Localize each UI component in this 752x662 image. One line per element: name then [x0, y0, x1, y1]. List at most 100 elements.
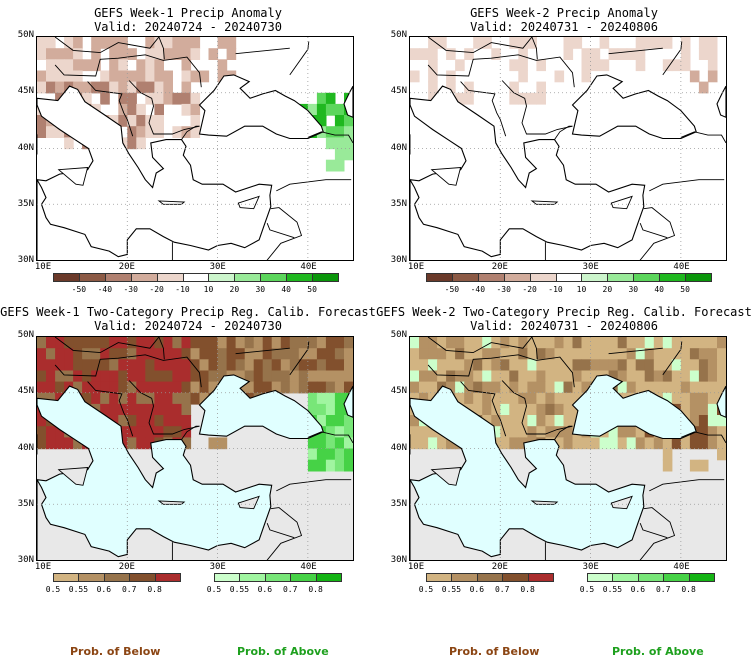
grid-cell	[46, 437, 56, 450]
grid-cell	[626, 437, 637, 450]
country-border	[266, 207, 303, 260]
grid-cell	[163, 403, 173, 416]
grid-cell	[554, 381, 565, 394]
colorbar-tick-label: 0.5	[45, 585, 61, 594]
grid-cell	[590, 359, 601, 372]
coastline	[716, 385, 726, 418]
grid-cell	[671, 359, 682, 372]
grid-cell	[334, 159, 345, 172]
grid-cell	[37, 437, 47, 450]
grid-cell	[437, 37, 447, 49]
grid-cell	[662, 381, 673, 394]
grid-cell	[464, 48, 474, 60]
grid-cell	[37, 48, 47, 60]
panel-title: GEFS Week-1 Precip Anomaly	[94, 6, 282, 20]
grid-cell	[482, 381, 492, 394]
grid-cell	[536, 403, 546, 416]
island	[237, 495, 260, 510]
grid-cell	[707, 70, 718, 83]
grid-cell	[509, 81, 519, 94]
colorbar-swatch	[214, 573, 241, 582]
grid-cell	[199, 370, 210, 383]
grid-cell	[572, 370, 583, 383]
grid-cell	[136, 81, 146, 94]
grid-cell	[437, 337, 447, 349]
grid-cell	[635, 426, 646, 438]
grid-cell	[46, 370, 56, 383]
longitude-label: 40E	[300, 262, 317, 272]
grid-cell	[154, 48, 164, 60]
grid-cell	[491, 403, 501, 416]
grid-cell	[608, 337, 619, 349]
grid-cell	[428, 59, 438, 72]
grid-cell	[145, 403, 155, 416]
longitude-label: 30E	[209, 562, 226, 572]
grid-cell	[199, 348, 210, 360]
grid-cell	[163, 415, 173, 427]
grid-cell	[262, 337, 273, 349]
coastline	[410, 385, 646, 560]
grid-cell	[163, 337, 173, 349]
grid-cell	[163, 70, 173, 83]
country-border	[554, 425, 573, 440]
grid-cell	[217, 370, 228, 383]
grid-cell	[55, 359, 65, 372]
grid-cell	[482, 370, 492, 383]
colorbar-tick-label: -20	[149, 285, 164, 294]
grid-cell	[136, 359, 146, 372]
colorbar-tick-label: -40	[97, 285, 113, 294]
grid-cell	[626, 348, 637, 360]
longitude-label: 30E	[582, 562, 599, 572]
grid-cell	[118, 92, 128, 105]
grid-cell	[554, 370, 565, 383]
grid-cell	[671, 370, 682, 383]
grid-cell	[37, 381, 47, 394]
colorbar-tick-label: 50	[680, 285, 690, 294]
grid-cell	[73, 359, 83, 372]
map-frame	[409, 336, 727, 561]
latitude-label: 50N	[17, 330, 34, 340]
grid-cell	[608, 370, 619, 383]
grid-cell	[289, 381, 300, 394]
grid-cell	[581, 48, 592, 60]
grid-cell	[500, 370, 510, 383]
grid-cell	[644, 37, 655, 49]
grid-cell	[473, 370, 483, 383]
grid-cell	[154, 115, 164, 127]
country-border	[608, 47, 663, 55]
grid-cell	[617, 359, 628, 372]
grid-cell	[608, 437, 619, 450]
grid-cell	[325, 381, 336, 394]
grid-cell	[536, 392, 546, 405]
colorbar-tick-label: -50	[444, 285, 460, 294]
map-frame	[36, 336, 354, 561]
grid-cell	[617, 370, 628, 383]
grid-cell	[446, 70, 456, 83]
grid-cell	[473, 337, 483, 349]
grid-cell	[509, 92, 519, 105]
grid-cell	[118, 70, 128, 83]
grid-cell	[262, 381, 273, 394]
grid-cell	[163, 392, 173, 405]
grid-cell	[662, 448, 673, 461]
grid-cell	[100, 337, 110, 349]
panel-valid-dates: Valid: 20240724 - 20240730	[94, 319, 282, 333]
grid-cell	[455, 348, 465, 360]
grid-cell	[717, 381, 726, 394]
grid-cell	[181, 392, 192, 405]
grid-cell	[419, 370, 429, 383]
colorbar-swatch	[154, 573, 181, 582]
grid-cell	[671, 437, 682, 450]
grid-cell	[154, 126, 164, 138]
grid-cell	[37, 359, 47, 372]
grid-cell	[344, 337, 353, 349]
grid-cell	[82, 59, 92, 72]
longitude-label: 10E	[407, 562, 425, 572]
grid-cell	[37, 370, 47, 383]
colorbar-swatch	[555, 273, 583, 282]
colorbar-tick-label: -20	[522, 285, 537, 294]
grid-cell	[680, 437, 691, 450]
grid-cell	[662, 392, 673, 405]
grid-cell	[127, 337, 137, 349]
grid-cell	[509, 59, 519, 72]
